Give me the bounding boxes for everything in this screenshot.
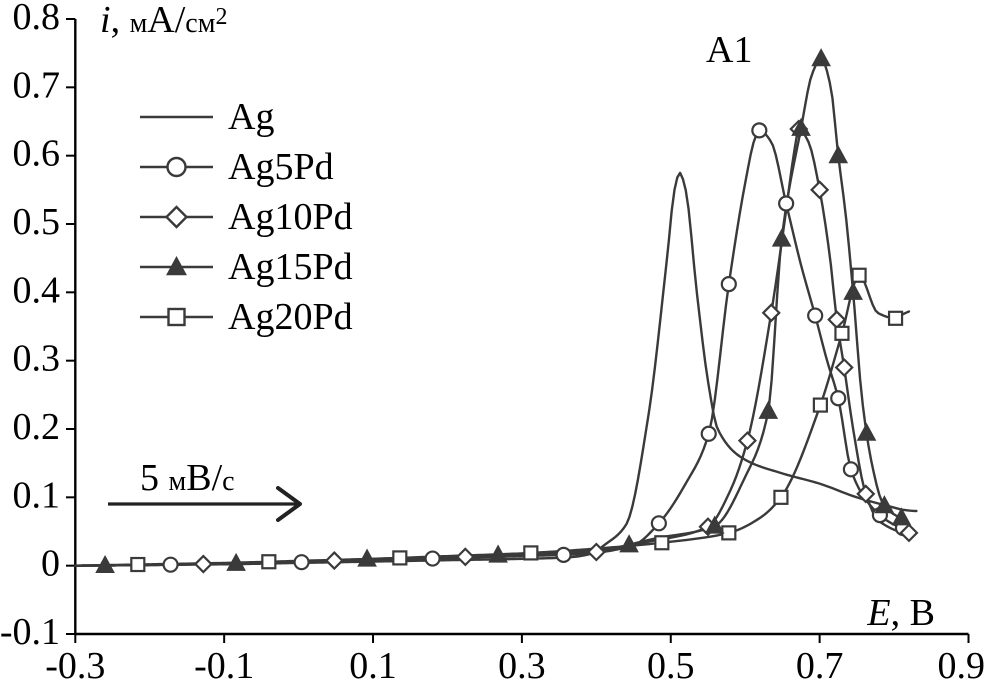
svg-text:E, В: E, В	[866, 592, 935, 634]
svg-text:Ag20Pd: Ag20Pd	[228, 296, 353, 338]
svg-text:-0.3: -0.3	[45, 645, 105, 687]
svg-text:Ag5Pd: Ag5Pd	[228, 146, 334, 188]
svg-text:0.7: 0.7	[796, 645, 844, 687]
svg-text:0: 0	[41, 543, 60, 585]
svg-text:0.5: 0.5	[647, 645, 695, 687]
svg-text:0.3: 0.3	[13, 338, 61, 380]
svg-text:0.1: 0.1	[13, 474, 61, 516]
svg-text:0.5: 0.5	[13, 201, 61, 243]
svg-text:0.7: 0.7	[13, 64, 61, 106]
svg-text:0.2: 0.2	[13, 406, 61, 448]
svg-text:0.8: 0.8	[13, 0, 61, 38]
svg-text:0.1: 0.1	[349, 645, 397, 687]
svg-text:Ag: Ag	[228, 96, 274, 138]
svg-text:Ag10Pd: Ag10Pd	[228, 196, 353, 238]
svg-text:0.3: 0.3	[498, 645, 546, 687]
svg-text:0.9: 0.9	[938, 645, 986, 687]
svg-text:0.6: 0.6	[13, 133, 61, 175]
svg-text:-0.1: -0.1	[194, 645, 254, 687]
svg-text:5 мB/с: 5 мB/с	[140, 457, 235, 499]
svg-text:0.4: 0.4	[13, 269, 61, 311]
svg-text:Ag15Pd: Ag15Pd	[228, 246, 353, 288]
svg-text:A1: A1	[706, 29, 752, 71]
